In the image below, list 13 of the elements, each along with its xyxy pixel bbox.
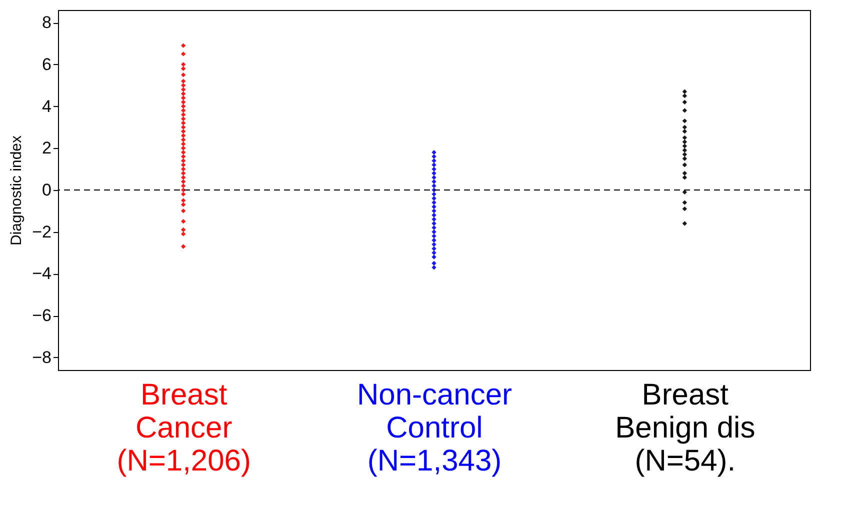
y-tick-label: 4 [42, 96, 52, 116]
y-tick-label: 2 [42, 138, 52, 158]
y-tick-label: 0 [42, 180, 52, 200]
x-tick-label: Breast Benign dis (N=54). [615, 378, 756, 478]
y-tick-label: 8 [42, 13, 52, 32]
x-tick-label: Breast Cancer (N=1,206) [116, 378, 251, 478]
y-tick-label: 6 [42, 54, 52, 74]
y-tick-label: −2 [32, 222, 52, 242]
x-tick-label: Non-cancer Control (N=1,343) [356, 378, 512, 478]
y-tick-label: −8 [32, 348, 52, 367]
y-tick-label: −4 [32, 264, 52, 284]
y-axis-title: Diagnostic index [8, 134, 26, 246]
y-tick-label: −6 [32, 306, 52, 326]
